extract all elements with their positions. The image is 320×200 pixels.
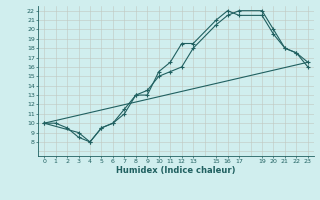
X-axis label: Humidex (Indice chaleur): Humidex (Indice chaleur): [116, 166, 236, 175]
